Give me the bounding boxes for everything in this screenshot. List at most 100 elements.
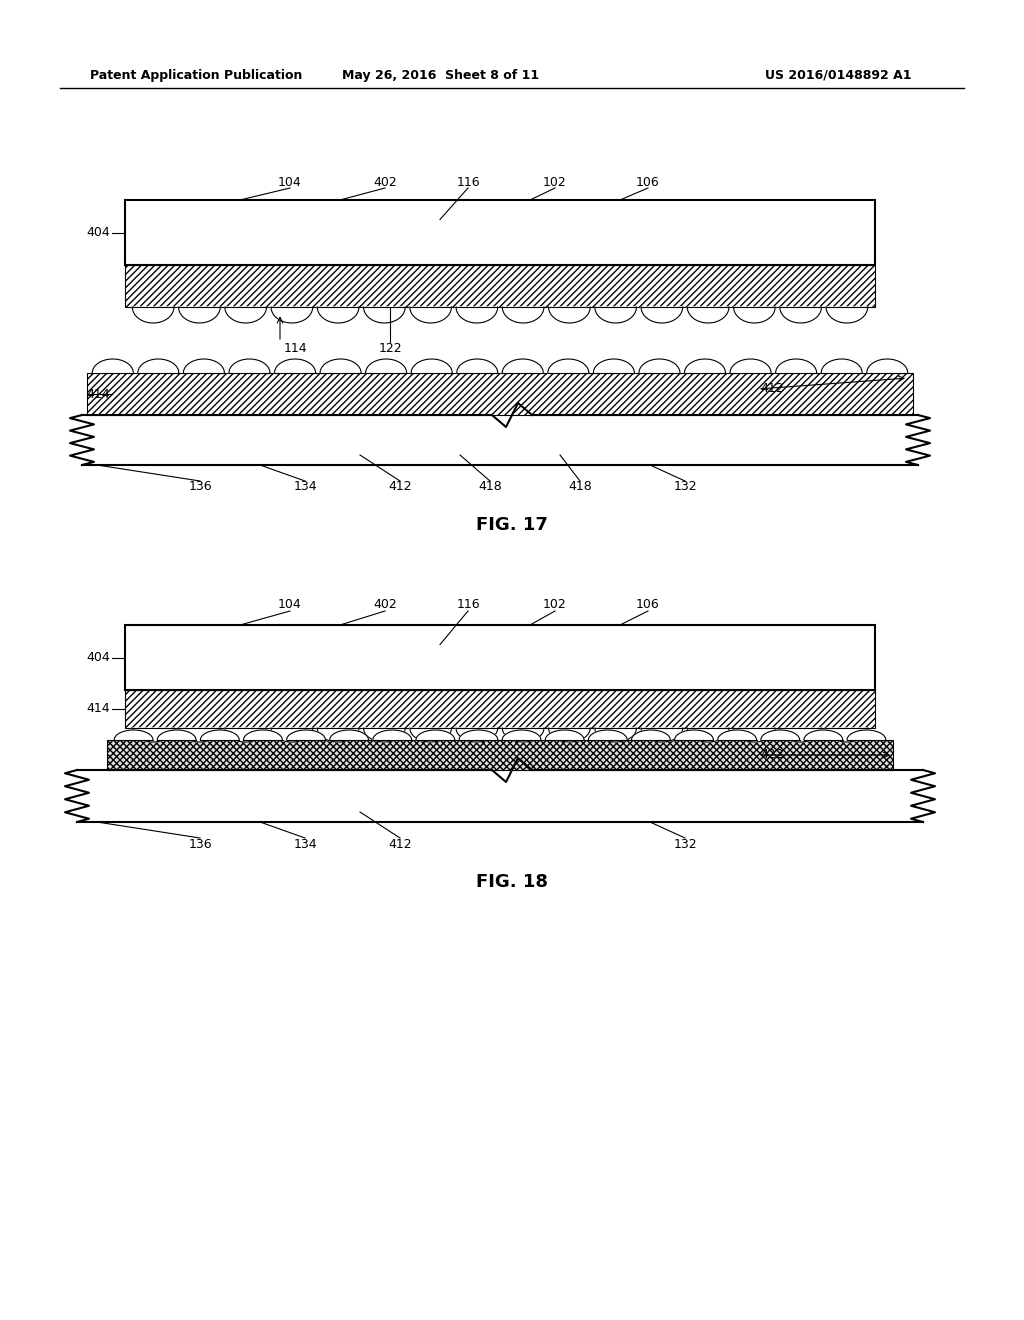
- Polygon shape: [761, 730, 800, 741]
- Bar: [87, 374, 913, 414]
- Polygon shape: [503, 308, 544, 323]
- Polygon shape: [287, 730, 326, 741]
- Polygon shape: [364, 729, 406, 742]
- Polygon shape: [132, 729, 174, 742]
- Polygon shape: [225, 308, 266, 323]
- Polygon shape: [730, 359, 771, 374]
- Polygon shape: [687, 729, 729, 742]
- Text: 104: 104: [279, 176, 302, 189]
- Polygon shape: [641, 308, 683, 323]
- Polygon shape: [639, 359, 680, 374]
- Polygon shape: [733, 729, 775, 742]
- Text: May 26, 2016  Sheet 8 of 11: May 26, 2016 Sheet 8 of 11: [342, 69, 539, 82]
- Text: 402: 402: [373, 176, 397, 189]
- Polygon shape: [503, 359, 544, 374]
- Bar: [125, 690, 874, 729]
- Text: 134: 134: [293, 480, 316, 494]
- Polygon shape: [459, 730, 498, 741]
- Polygon shape: [138, 359, 179, 374]
- Polygon shape: [271, 308, 312, 323]
- Text: 122: 122: [378, 342, 401, 355]
- Polygon shape: [373, 730, 412, 741]
- Polygon shape: [178, 729, 220, 742]
- Polygon shape: [366, 359, 407, 374]
- Polygon shape: [274, 359, 315, 374]
- Polygon shape: [804, 730, 843, 741]
- Text: 114: 114: [284, 342, 307, 355]
- Polygon shape: [821, 359, 862, 374]
- Text: 116: 116: [456, 598, 480, 611]
- Text: 412: 412: [388, 837, 412, 850]
- Polygon shape: [183, 359, 224, 374]
- Polygon shape: [158, 730, 196, 741]
- Text: 414: 414: [86, 702, 110, 715]
- Text: 104: 104: [279, 598, 302, 611]
- Polygon shape: [201, 730, 240, 741]
- Polygon shape: [178, 308, 220, 323]
- Polygon shape: [866, 359, 907, 374]
- Polygon shape: [545, 730, 584, 741]
- Text: 404: 404: [86, 651, 110, 664]
- Polygon shape: [410, 729, 452, 742]
- Bar: [77, 770, 923, 822]
- Text: 136: 136: [188, 837, 212, 850]
- Bar: [125, 201, 874, 265]
- Polygon shape: [847, 730, 886, 741]
- Text: 134: 134: [293, 837, 316, 850]
- Polygon shape: [229, 359, 270, 374]
- Text: FIG. 17: FIG. 17: [476, 516, 548, 535]
- Polygon shape: [416, 730, 455, 741]
- Polygon shape: [775, 359, 816, 374]
- Polygon shape: [595, 729, 637, 742]
- Polygon shape: [641, 729, 683, 742]
- Bar: [106, 741, 893, 770]
- Text: 422: 422: [760, 748, 783, 762]
- Bar: [125, 624, 874, 690]
- Polygon shape: [410, 308, 452, 323]
- Text: 102: 102: [543, 598, 567, 611]
- Text: 116: 116: [456, 176, 480, 189]
- Polygon shape: [549, 308, 590, 323]
- Polygon shape: [244, 730, 283, 741]
- Text: 132: 132: [673, 837, 696, 850]
- Text: 418: 418: [478, 480, 502, 494]
- Polygon shape: [364, 308, 406, 323]
- Bar: [82, 414, 918, 465]
- Polygon shape: [589, 730, 627, 741]
- Text: 132: 132: [673, 480, 696, 494]
- Bar: [125, 265, 874, 308]
- Polygon shape: [675, 730, 714, 741]
- Text: 102: 102: [543, 176, 567, 189]
- Text: 106: 106: [636, 598, 659, 611]
- Text: US 2016/0148892 A1: US 2016/0148892 A1: [765, 69, 911, 82]
- Text: 136: 136: [188, 480, 212, 494]
- Polygon shape: [593, 359, 635, 374]
- Polygon shape: [780, 308, 821, 323]
- Polygon shape: [457, 359, 498, 374]
- Polygon shape: [780, 729, 821, 742]
- Text: 404: 404: [86, 226, 110, 239]
- Polygon shape: [733, 308, 775, 323]
- Polygon shape: [330, 730, 369, 741]
- Polygon shape: [718, 730, 757, 741]
- Polygon shape: [317, 729, 359, 742]
- Polygon shape: [684, 359, 725, 374]
- Text: 402: 402: [373, 598, 397, 611]
- Text: FIG. 18: FIG. 18: [476, 873, 548, 891]
- Text: 106: 106: [636, 176, 659, 189]
- Polygon shape: [632, 730, 671, 741]
- Polygon shape: [114, 730, 153, 741]
- Text: 412: 412: [760, 383, 783, 396]
- Polygon shape: [225, 729, 266, 742]
- Polygon shape: [456, 308, 498, 323]
- Text: 418: 418: [568, 480, 592, 494]
- Text: 414: 414: [86, 388, 110, 400]
- Polygon shape: [502, 730, 541, 741]
- Polygon shape: [271, 729, 312, 742]
- Polygon shape: [321, 359, 361, 374]
- Polygon shape: [549, 729, 590, 742]
- Polygon shape: [317, 308, 359, 323]
- Polygon shape: [132, 308, 174, 323]
- Polygon shape: [548, 359, 589, 374]
- Text: Patent Application Publication: Patent Application Publication: [90, 69, 302, 82]
